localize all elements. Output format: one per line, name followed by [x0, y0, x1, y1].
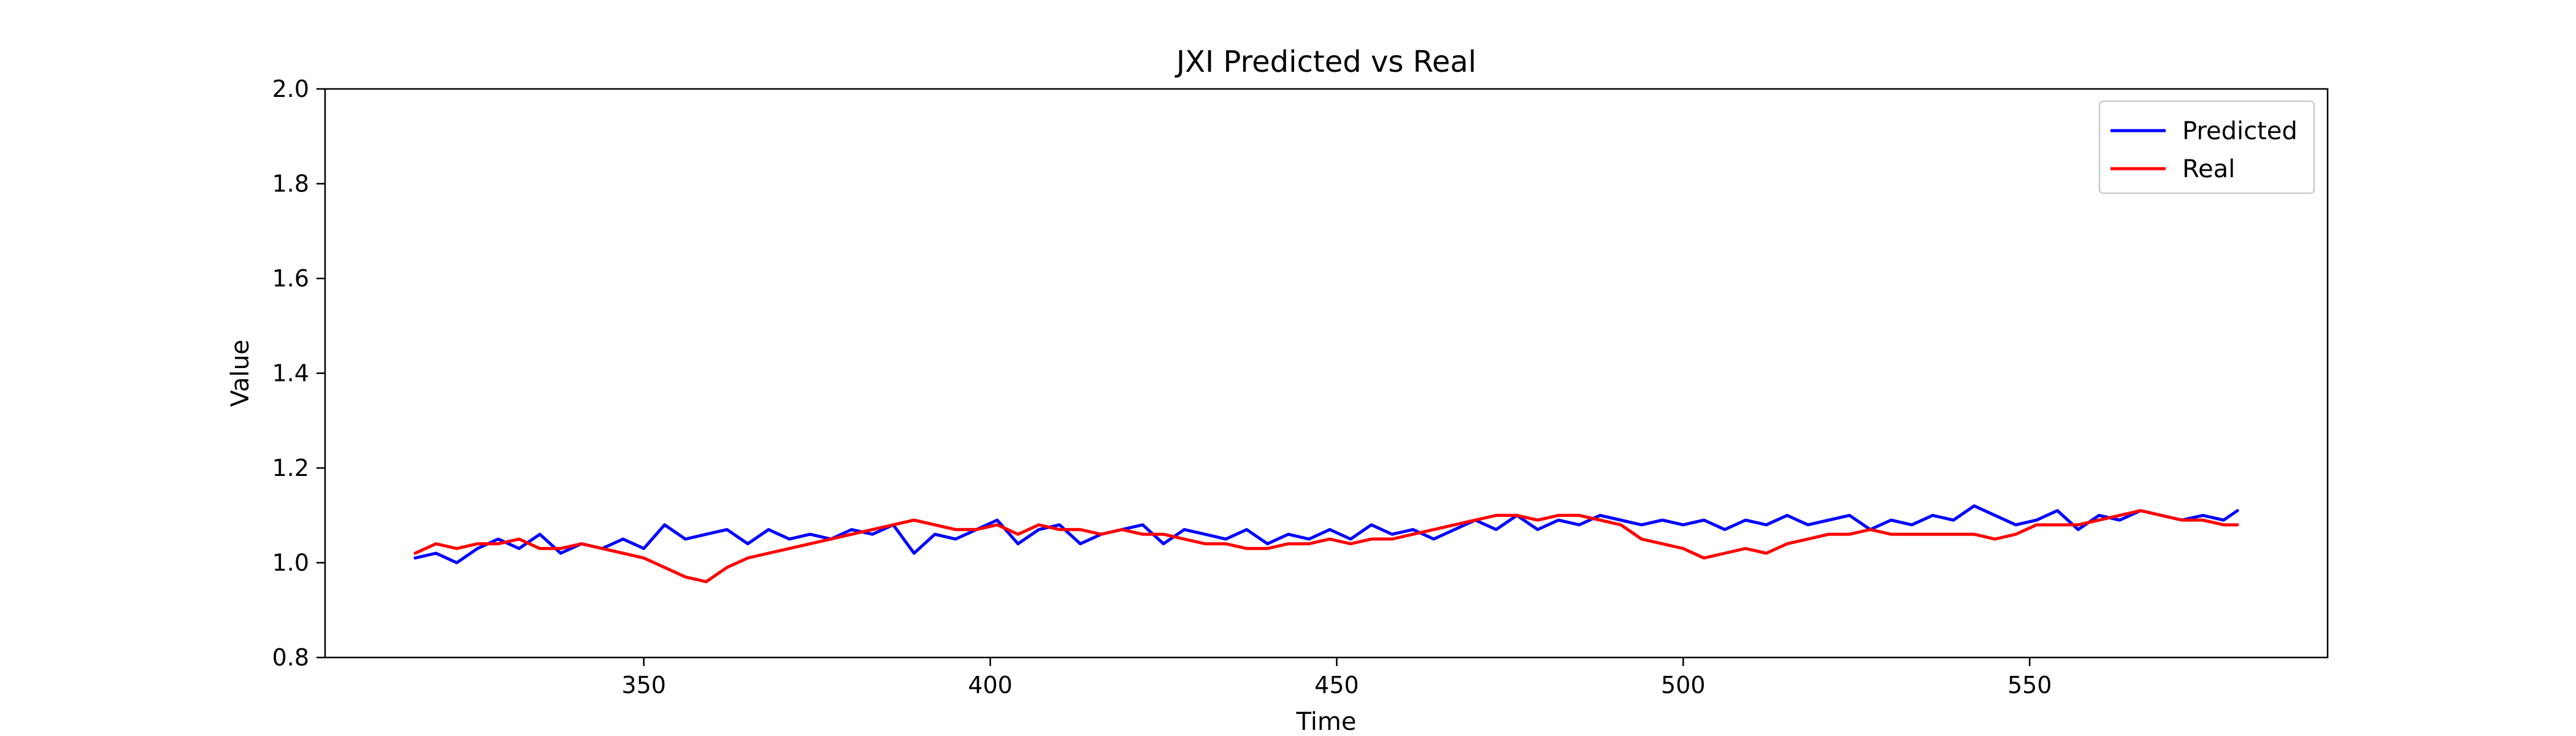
ticks-layer: 350 400 450 500 550 0.8 1.0 1.2 1.4 1.6 1.8 2.0 — [272, 75, 2052, 699]
y-tick-label: 1.6 — [272, 265, 309, 292]
x-tick-label: 450 — [1314, 672, 1359, 699]
y-tick-label: 2.0 — [272, 75, 309, 102]
y-axis-label: Value — [226, 340, 255, 407]
y-tick-label: 0.8 — [272, 644, 309, 671]
x-tick-label: 350 — [621, 672, 666, 699]
series-line-predicted — [413, 504, 2239, 564]
legend-label: Predicted — [2182, 117, 2298, 145]
series-layer — [413, 504, 2239, 583]
x-axis-label: Time — [1296, 708, 1357, 736]
y-tick-label: 1.0 — [272, 550, 309, 577]
x-tick-label: 500 — [1661, 672, 1706, 699]
y-tick-label: 1.8 — [272, 171, 309, 197]
legend: Predicted Real — [2098, 100, 2315, 194]
y-tick-label: 1.2 — [272, 454, 309, 481]
series-line-real — [413, 509, 2239, 583]
x-tick-label: 400 — [968, 672, 1013, 699]
chart-title: JXI Predicted vs Real — [1175, 45, 1476, 79]
legend-label: Real — [2182, 155, 2235, 183]
x-tick-label: 550 — [2007, 672, 2052, 699]
plot-frame — [324, 88, 2329, 659]
y-tick-label: 1.4 — [272, 360, 309, 387]
